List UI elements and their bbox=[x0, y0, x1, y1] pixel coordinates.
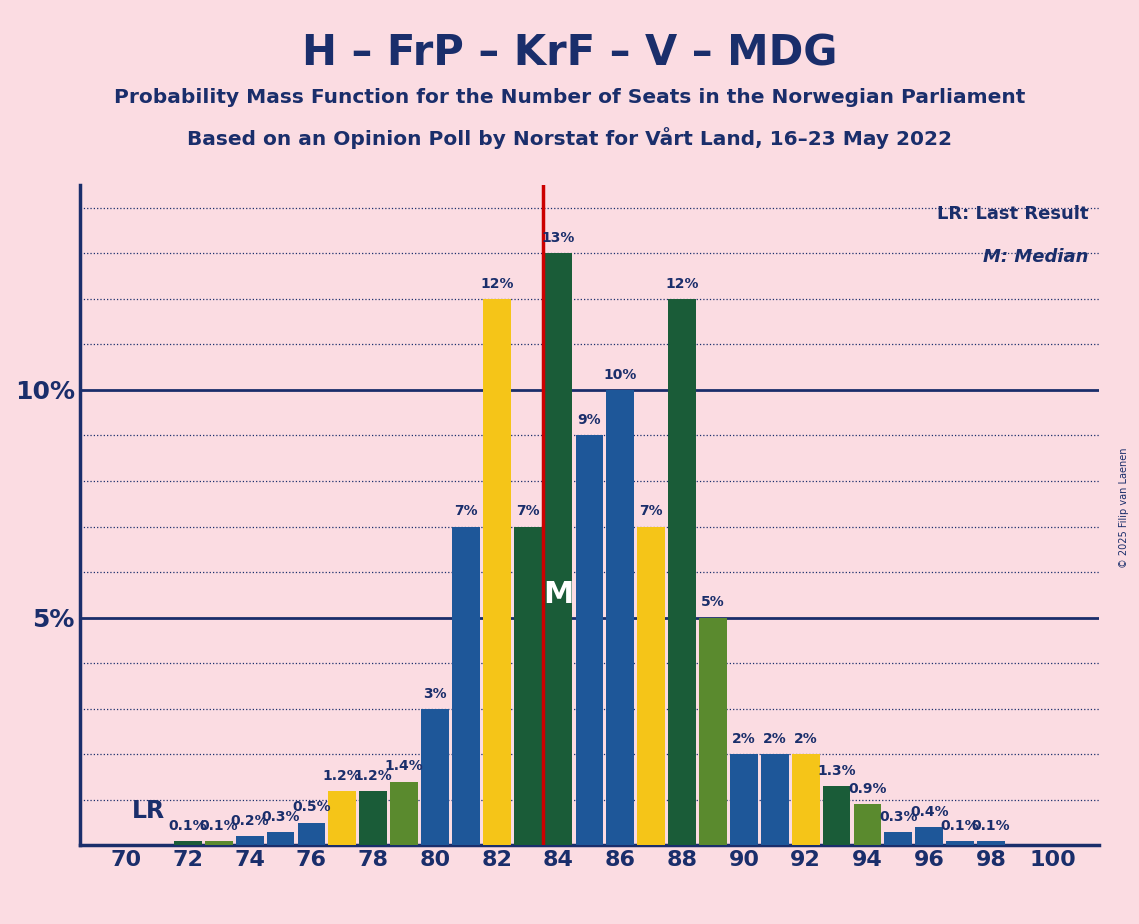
Text: 10%: 10% bbox=[604, 368, 637, 382]
Text: LR: LR bbox=[132, 799, 165, 823]
Bar bbox=[483, 298, 510, 845]
Text: 0.2%: 0.2% bbox=[230, 814, 269, 828]
Text: 0.5%: 0.5% bbox=[292, 800, 330, 814]
Text: 1.4%: 1.4% bbox=[385, 760, 424, 773]
Text: © 2025 Filip van Laenen: © 2025 Filip van Laenen bbox=[1120, 448, 1129, 568]
Text: 7%: 7% bbox=[454, 505, 477, 518]
Text: 0.1%: 0.1% bbox=[972, 819, 1010, 833]
Text: 0.9%: 0.9% bbox=[849, 783, 886, 796]
Text: 12%: 12% bbox=[665, 276, 699, 290]
Bar bbox=[297, 822, 326, 845]
Text: 2%: 2% bbox=[763, 732, 787, 747]
Bar bbox=[544, 253, 573, 845]
Bar bbox=[174, 841, 202, 845]
Bar bbox=[699, 617, 727, 845]
Bar bbox=[885, 832, 912, 845]
Bar bbox=[853, 805, 882, 845]
Bar bbox=[267, 832, 294, 845]
Bar bbox=[822, 786, 851, 845]
Text: 0.1%: 0.1% bbox=[941, 819, 980, 833]
Bar bbox=[669, 298, 696, 845]
Text: Probability Mass Function for the Number of Seats in the Norwegian Parliament: Probability Mass Function for the Number… bbox=[114, 88, 1025, 107]
Bar bbox=[236, 836, 263, 845]
Bar bbox=[328, 791, 357, 845]
Text: 9%: 9% bbox=[577, 413, 601, 427]
Text: H – FrP – KrF – V – MDG: H – FrP – KrF – V – MDG bbox=[302, 32, 837, 74]
Text: 7%: 7% bbox=[639, 505, 663, 518]
Text: 2%: 2% bbox=[732, 732, 756, 747]
Bar bbox=[792, 754, 820, 845]
Text: 0.4%: 0.4% bbox=[910, 805, 949, 819]
Bar bbox=[916, 827, 943, 845]
Bar bbox=[514, 527, 541, 845]
Text: 0.3%: 0.3% bbox=[261, 809, 300, 823]
Bar bbox=[977, 841, 1005, 845]
Bar bbox=[452, 527, 480, 845]
Text: 2%: 2% bbox=[794, 732, 818, 747]
Text: 0.1%: 0.1% bbox=[169, 819, 207, 833]
Text: 1.2%: 1.2% bbox=[354, 769, 393, 783]
Bar bbox=[606, 390, 634, 845]
Bar bbox=[947, 841, 974, 845]
Text: 12%: 12% bbox=[480, 276, 514, 290]
Bar bbox=[421, 709, 449, 845]
Bar bbox=[205, 841, 232, 845]
Bar bbox=[761, 754, 788, 845]
Text: 5%: 5% bbox=[702, 595, 724, 610]
Text: M: M bbox=[543, 580, 574, 609]
Text: 0.1%: 0.1% bbox=[199, 819, 238, 833]
Text: 1.3%: 1.3% bbox=[818, 764, 855, 778]
Text: 0.3%: 0.3% bbox=[879, 809, 918, 823]
Text: M: Median: M: Median bbox=[983, 248, 1089, 265]
Text: 7%: 7% bbox=[516, 505, 540, 518]
Bar bbox=[391, 782, 418, 845]
Text: 1.2%: 1.2% bbox=[323, 769, 362, 783]
Text: 13%: 13% bbox=[542, 231, 575, 245]
Text: Based on an Opinion Poll by Norstat for Vårt Land, 16–23 May 2022: Based on an Opinion Poll by Norstat for … bbox=[187, 128, 952, 150]
Bar bbox=[359, 791, 387, 845]
Bar bbox=[575, 435, 604, 845]
Bar bbox=[730, 754, 757, 845]
Text: LR: Last Result: LR: Last Result bbox=[937, 204, 1089, 223]
Text: 3%: 3% bbox=[424, 687, 446, 700]
Bar bbox=[638, 527, 665, 845]
